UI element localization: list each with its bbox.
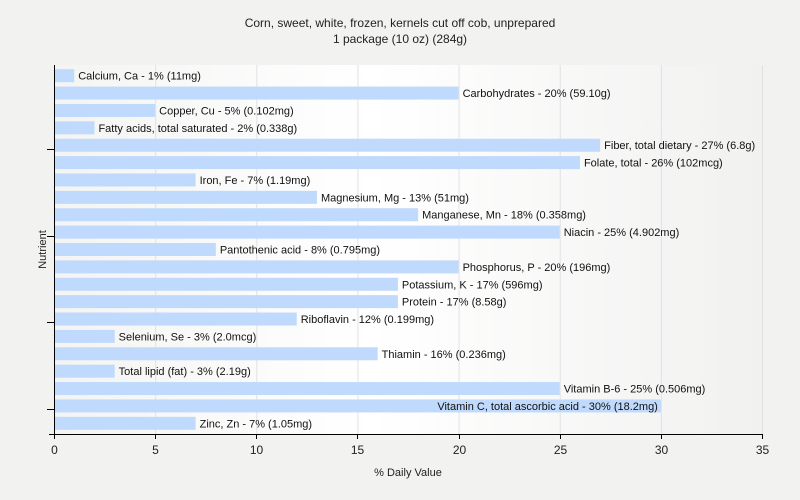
x-tick-label: 25 xyxy=(554,443,568,457)
y-axis-title: Nutrient xyxy=(37,230,49,269)
bar xyxy=(55,260,459,274)
chart-subtitle: 1 package (10 oz) (284g) xyxy=(332,32,468,46)
bar-data-label: Carbohydrates - 20% (59.10g) xyxy=(463,88,611,100)
x-tick-label: 5 xyxy=(152,443,159,457)
bar xyxy=(55,173,196,187)
bar xyxy=(55,416,196,430)
bar-data-label: Folate, total - 26% (102mcg) xyxy=(584,158,723,170)
bar-data-label: Vitamin C, total ascorbic acid - 30% (18… xyxy=(437,401,658,413)
bar-data-label: Pantothenic acid - 8% (0.795mg) xyxy=(220,245,380,257)
bar xyxy=(55,295,398,309)
bar-data-label: Total lipid (fat) - 3% (2.19g) xyxy=(119,366,251,378)
bar xyxy=(55,225,560,239)
bar xyxy=(55,208,419,222)
gridlines xyxy=(155,65,763,434)
bar xyxy=(55,277,398,291)
bar xyxy=(55,156,580,170)
x-tick-label: 35 xyxy=(756,443,770,457)
bar xyxy=(55,121,95,135)
x-axis-title: % Daily Value xyxy=(374,467,442,479)
axes: 0 5 10 15 20 25 30 35 xyxy=(47,65,769,457)
bar-data-label: Potassium, K - 17% (596mg) xyxy=(402,279,543,291)
bar-data-label: Magnesium, Mg - 13% (51mg) xyxy=(321,192,469,204)
bar xyxy=(55,86,459,100)
x-tick-label: 0 xyxy=(51,443,58,457)
bar xyxy=(55,243,216,256)
x-tick-label: 30 xyxy=(655,443,669,457)
bar xyxy=(55,103,156,117)
bars: Calcium, Ca - 1% (11mg) Carbohydrates - 2… xyxy=(55,69,755,430)
bar xyxy=(55,399,661,413)
x-tick-label: 20 xyxy=(453,443,467,457)
bar xyxy=(55,190,317,204)
bar-data-label: Selenium, Se - 3% (2.0mcg) xyxy=(119,331,257,343)
chart-title: Corn, sweet, white, frozen, kernels cut … xyxy=(244,16,556,30)
bar-data-label: Zinc, Zn - 7% (1.05mg) xyxy=(200,418,312,430)
bar-data-label: Manganese, Mn - 18% (0.358mg) xyxy=(422,210,586,222)
chart-title-block: Corn, sweet, white, frozen, kernels cut … xyxy=(0,15,800,47)
x-tick-label: 15 xyxy=(351,443,365,457)
bar xyxy=(55,69,75,83)
bar-data-label: Niacin - 25% (4.902mg) xyxy=(564,227,680,239)
bar-data-label: Protein - 17% (8.58g) xyxy=(402,297,507,309)
x-tick-label: 10 xyxy=(250,443,264,457)
bar-data-label: Vitamin B-6 - 25% (0.506mg) xyxy=(564,384,706,396)
bar-data-label: Fatty acids, total saturated - 2% (0.338… xyxy=(98,123,297,135)
bar-data-label: Fiber, total dietary - 27% (6.8g) xyxy=(604,140,755,152)
bar xyxy=(55,329,115,343)
bar-data-label: Thiamin - 16% (0.236mg) xyxy=(382,349,506,361)
bar-data-label: Calcium, Ca - 1% (11mg) xyxy=(78,71,201,83)
bar xyxy=(55,382,560,396)
bar xyxy=(55,312,297,326)
bar-data-label: Iron, Fe - 7% (1.19mg) xyxy=(200,175,311,187)
bar-data-label: Copper, Cu - 5% (0.102mg) xyxy=(159,105,294,117)
bar xyxy=(55,347,378,361)
bar-data-label: Phosphorus, P - 20% (196mg) xyxy=(463,262,611,274)
bar xyxy=(55,138,601,152)
bar-data-label: Riboflavin - 12% (0.199mg) xyxy=(301,314,434,326)
bar xyxy=(55,364,115,378)
